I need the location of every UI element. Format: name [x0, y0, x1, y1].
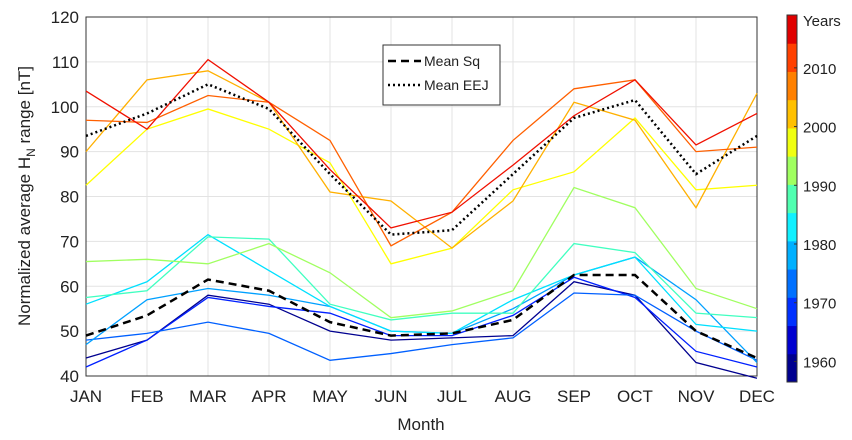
- x-tick-label: FEB: [130, 387, 163, 406]
- x-tick-label: JAN: [70, 387, 102, 406]
- y-tick-label: 110: [52, 53, 79, 72]
- y-label-suffix: range [nT]: [15, 66, 34, 148]
- colorbar-block: [787, 99, 797, 129]
- x-tick-label: JUL: [437, 387, 467, 406]
- colorbar-tick-label: 1990: [803, 178, 836, 195]
- series-line: [85, 236, 758, 321]
- legend-box: [382, 44, 501, 106]
- y-tick-label: 40: [60, 367, 79, 386]
- colorbar-block: [787, 353, 797, 383]
- y-axis-label: Normalized average HN range [nT]: [15, 66, 38, 326]
- colorbar-block: [787, 240, 797, 270]
- colorbar-block: [787, 212, 797, 242]
- colorbar-tick-label: 1960: [803, 354, 836, 371]
- colorbar-block: [787, 43, 797, 72]
- plot-frame: [85, 16, 758, 377]
- colorbar-block: [787, 15, 797, 44]
- x-tick-label: JUN: [374, 387, 407, 406]
- x-tick-label: OCT: [617, 387, 653, 406]
- y-tick-label: 60: [60, 277, 79, 296]
- series-line: [85, 108, 758, 265]
- series-line: [85, 186, 758, 319]
- y-label-sub: N: [24, 148, 38, 157]
- colorbar-block: [787, 127, 797, 157]
- y-tick-label: 70: [60, 232, 79, 251]
- x-tick-label: MAY: [312, 387, 348, 406]
- colorbar-block: [787, 184, 797, 214]
- x-tick-label: NOV: [678, 387, 716, 406]
- x-tick-label: MAR: [189, 387, 227, 406]
- y-label-main: Normalized average H: [15, 157, 34, 326]
- series-line: [85, 233, 758, 335]
- legend-label: Mean Sq: [424, 53, 480, 69]
- series-line: [85, 292, 758, 361]
- y-tick-label: 50: [60, 322, 79, 341]
- series-line: [85, 58, 758, 229]
- colorbar-block: [787, 269, 797, 298]
- legend-label: Mean EEJ: [424, 77, 489, 93]
- y-tick-label: 120: [51, 8, 79, 27]
- x-tick-label: AUG: [495, 387, 532, 406]
- colorbar-tick-label: 2000: [803, 120, 836, 137]
- series-line: [85, 82, 758, 236]
- series-line: [85, 79, 758, 247]
- series-line: [85, 273, 758, 360]
- colorbar-tick-label: 1970: [803, 296, 836, 313]
- x-axis-label: Month: [397, 415, 444, 434]
- y-tick-label: 80: [60, 188, 79, 207]
- colorbar-tick-label: 2010: [803, 61, 836, 78]
- x-tick-label: DEC: [739, 387, 775, 406]
- colorbar-block: [787, 325, 797, 355]
- colorbar-frame: [786, 14, 798, 383]
- y-tick-label: 100: [51, 98, 79, 117]
- colorbar-block: [787, 156, 797, 185]
- x-tick-label: APR: [252, 387, 287, 406]
- colorbar-tick-label: 1980: [803, 237, 836, 254]
- colorbar-block: [787, 297, 797, 327]
- x-tick-label: SEP: [557, 387, 591, 406]
- colorbar-block: [787, 71, 797, 101]
- series-line: [85, 70, 758, 249]
- y-tick-label: 90: [60, 143, 79, 162]
- colorbar-label: Years: [803, 13, 841, 30]
